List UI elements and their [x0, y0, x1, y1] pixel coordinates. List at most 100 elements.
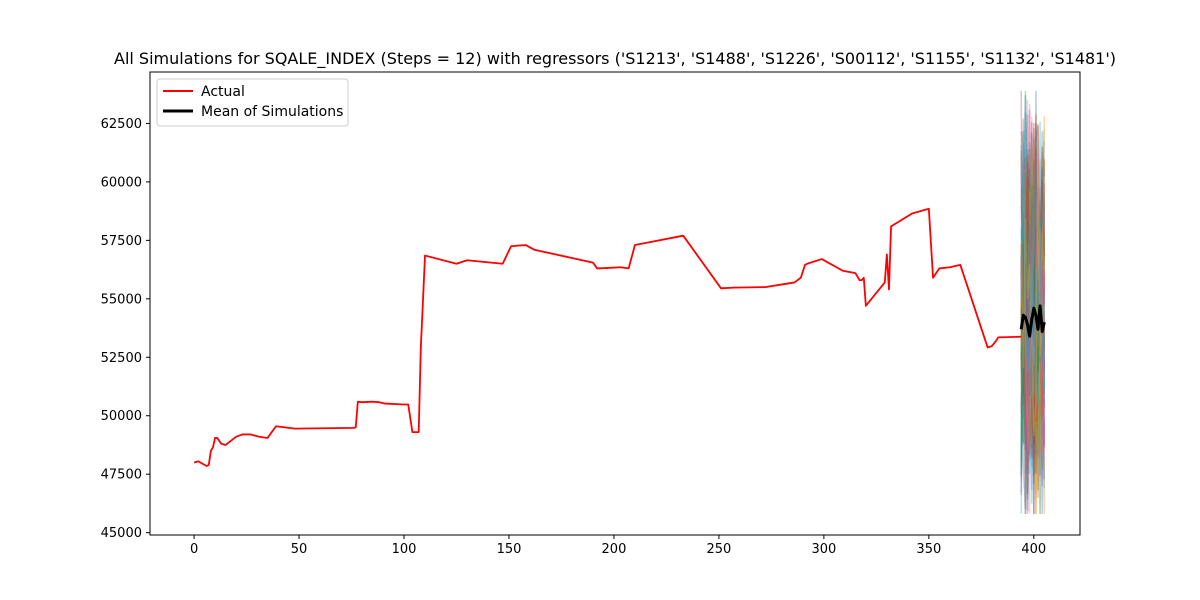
simulation-line [1020, 146, 1046, 475]
y-tick-label: 50000 [101, 409, 142, 424]
actual-line [193, 207, 1022, 467]
x-tick-label: 0 [190, 542, 198, 557]
simulation-line [1020, 217, 1046, 415]
simulation-line [1020, 123, 1046, 405]
simulation-line [1020, 149, 1046, 495]
x-tick-label: 50 [291, 542, 308, 557]
simulation-line [1020, 171, 1046, 431]
simulation-line [1020, 159, 1046, 480]
series-layer [193, 207, 1046, 467]
simulation-line [1020, 159, 1046, 475]
simulation-line [1020, 117, 1046, 457]
simulation-line [1020, 148, 1046, 427]
simulation-line [1020, 149, 1046, 415]
simulation-line [1020, 168, 1046, 387]
simulation-line [1020, 145, 1046, 422]
simulation-line [1020, 232, 1046, 413]
y-tick-label: 57500 [101, 234, 142, 249]
simulation-line [1020, 117, 1046, 422]
simulation-line [1020, 90, 1046, 437]
x-axis: 0 50 100 150 200 250 300 350 400 [190, 535, 1046, 557]
simulation-line [1020, 173, 1046, 437]
simulation-line [1020, 119, 1045, 494]
simulation-line [1020, 169, 1046, 447]
simulation-line [1020, 144, 1046, 483]
simulation-line [1020, 165, 1046, 453]
simulation-line [1020, 99, 1046, 433]
plot-frame [149, 71, 1081, 536]
simulation-line [1020, 124, 1046, 362]
simulation-line [1020, 186, 1046, 500]
simulation-line [1020, 150, 1046, 457]
simulation-line [1020, 121, 1046, 496]
simulation-line [1020, 95, 1046, 514]
simulation-line [1021, 114, 1046, 436]
y-tick-label: 45000 [101, 526, 142, 541]
simulation-line [1020, 194, 1046, 514]
simulation-line [1020, 133, 1046, 427]
simulation-line [1020, 90, 1046, 419]
simulation-line [1020, 182, 1046, 498]
simulation-line [1020, 157, 1046, 425]
simulation-line [1020, 206, 1046, 444]
simulation-line [1020, 151, 1046, 492]
simulation-line [1020, 253, 1046, 446]
x-tick-label: 250 [707, 542, 732, 557]
simulation-line [1020, 193, 1046, 514]
simulation-line [1020, 169, 1046, 472]
simulation-line [1020, 257, 1046, 467]
simulation-line [1020, 184, 1046, 396]
simulation-line [1020, 137, 1046, 514]
simulation-line [1020, 247, 1046, 514]
y-tick-label: 55000 [101, 292, 142, 307]
simulation-line [1020, 194, 1045, 423]
simulation-line [1020, 114, 1046, 437]
x-tick-label: 200 [602, 542, 627, 557]
simulation-line [1020, 128, 1046, 407]
simulation-line [1020, 149, 1046, 442]
simulation-line [1020, 112, 1046, 491]
x-tick-label: 100 [392, 542, 417, 557]
y-axis: 45000 47500 50000 52500 55000 57500 60000 62500 [101, 117, 150, 541]
mean-of-simulations-line [1019, 304, 1046, 338]
simulation-line [1020, 182, 1046, 514]
y-tick-label: 62500 [101, 117, 142, 132]
simulation-line [1020, 141, 1046, 474]
simulation-line [1020, 103, 1046, 383]
simulation-line [1020, 155, 1046, 449]
y-tick-label: 60000 [101, 175, 142, 190]
simulation-line [1020, 173, 1046, 514]
simulation-line [1020, 188, 1046, 512]
simulation-line [1020, 179, 1046, 371]
simulation-line [1020, 241, 1046, 423]
simulation-line [1020, 198, 1046, 462]
y-tick-label: 52500 [101, 351, 142, 366]
x-tick-label: 150 [497, 542, 522, 557]
simulation-line [1020, 182, 1046, 514]
simulation-line [1020, 168, 1046, 500]
simulation-line [1020, 189, 1046, 476]
simulation-line [1020, 235, 1046, 474]
legend: Actual Mean of Simulations [156, 78, 349, 127]
legend-box [156, 78, 349, 127]
simulation-line [1020, 121, 1046, 441]
legend-label-mean: Mean of Simulations [201, 104, 343, 120]
chart-title: All Simulations for SQALE_INDEX (Steps =… [114, 49, 1116, 69]
simulation-line [1020, 216, 1046, 461]
simulation-lines [1020, 90, 1046, 514]
simulation-line [1020, 114, 1046, 438]
simulation-line [1020, 163, 1046, 514]
x-tick-label: 350 [916, 542, 941, 557]
simulation-line [1020, 172, 1046, 475]
simulation-line [1020, 211, 1046, 475]
simulation-line [1020, 159, 1046, 454]
simulation-line [1020, 158, 1046, 443]
simulation-line [1020, 184, 1046, 458]
legend-label-actual: Actual [201, 84, 245, 100]
simulation-line [1020, 206, 1046, 384]
x-tick-label: 300 [811, 542, 836, 557]
simulation-line [1020, 183, 1046, 444]
simulation-line [1020, 163, 1046, 445]
simulation-line [1020, 157, 1046, 514]
